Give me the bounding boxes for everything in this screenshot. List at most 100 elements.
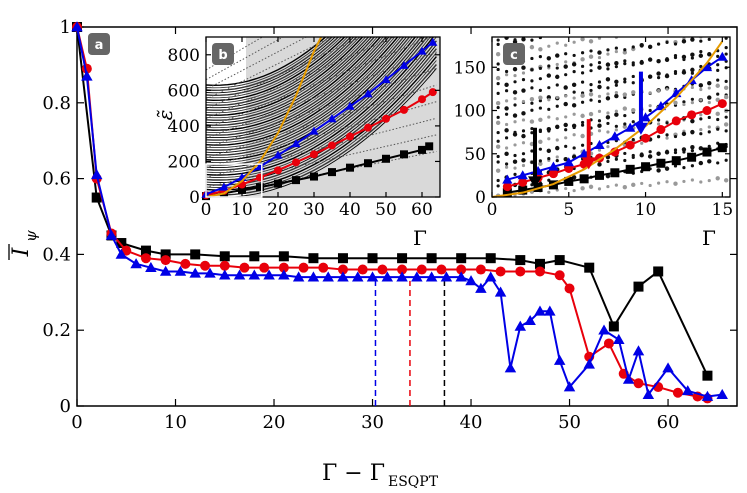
energy-level-dot <box>673 181 678 186</box>
energy-level-dot <box>496 91 500 95</box>
data-point-blue <box>655 101 667 111</box>
energy-level-dot <box>496 105 500 110</box>
energy-level-dot <box>614 157 618 161</box>
data-point-black <box>594 170 604 180</box>
energy-level-dot <box>530 160 534 164</box>
energy-level-dot <box>623 77 627 81</box>
energy-level-curve <box>206 68 437 197</box>
data-point-red <box>328 141 336 150</box>
data-point-red <box>346 132 354 141</box>
energy-level-dot <box>521 152 526 156</box>
energy-level-dot <box>724 158 728 162</box>
energy-level-dot <box>723 85 729 90</box>
energy-level-dot <box>572 188 576 193</box>
energy-level-dot <box>657 122 661 126</box>
energy-level-dot <box>496 62 500 66</box>
energy-level-dot <box>647 154 653 159</box>
energy-level-dot <box>715 176 720 181</box>
energy-level-dot <box>690 52 695 57</box>
data-point-blue <box>381 75 391 84</box>
data-point-blue <box>484 271 497 282</box>
energy-level-dot <box>648 108 652 113</box>
energy-level-dot <box>547 137 551 141</box>
energy-level-dot <box>572 112 576 116</box>
energy-level-dot <box>564 186 568 191</box>
energy-level-dot <box>690 85 694 90</box>
energy-level-dot <box>538 88 542 92</box>
data-point-blue <box>544 305 556 316</box>
energy-level-dot <box>504 146 509 150</box>
data-point-black <box>367 253 378 264</box>
x-tick-label: 10 <box>635 200 657 220</box>
energy-level-dot <box>631 107 636 113</box>
energy-level-curve <box>206 37 358 111</box>
energy-level-curve <box>206 37 346 102</box>
energy-level-dot <box>606 111 610 115</box>
data-point-black <box>653 266 664 277</box>
data-point-black <box>554 255 565 266</box>
energy-level-dot <box>504 82 509 88</box>
data-point-red <box>364 123 372 132</box>
data-point-blue <box>396 271 408 282</box>
energy-level-dot <box>564 52 568 56</box>
energy-level-dot <box>597 119 602 123</box>
energy-level-dot <box>504 89 509 93</box>
data-point-red <box>687 110 697 120</box>
data-point-red <box>397 264 408 275</box>
energy-level-dot <box>530 131 534 135</box>
energy-level-dot <box>513 73 517 78</box>
x-tick-label: 0 <box>487 200 498 220</box>
energy-level-dot <box>597 187 602 191</box>
energy-level-curve <box>206 37 340 97</box>
energy-level-dot <box>707 100 711 105</box>
energy-level-dot <box>682 57 686 62</box>
energy-level-dot <box>564 136 568 140</box>
energy-level-dot <box>563 85 568 90</box>
energy-level-dot <box>513 120 517 124</box>
data-point-black <box>633 281 644 292</box>
energy-level-dot <box>572 40 576 44</box>
data-point-blue <box>475 282 487 293</box>
inset-c-arrows <box>527 71 648 189</box>
main-x-axis-label: Γ − Γ <box>322 461 385 486</box>
data-point-blue <box>662 362 674 373</box>
energy-level-dot <box>640 59 644 64</box>
energy-level-dot <box>690 164 694 168</box>
energy-level-dot <box>723 178 729 183</box>
data-point-blue <box>563 157 574 167</box>
energy-level-dot <box>504 99 509 103</box>
energy-level-dot <box>614 83 618 87</box>
main-y-axis-label: I <box>9 246 34 257</box>
energy-level-curve <box>206 37 402 149</box>
y-tick-label: 0 <box>475 188 486 208</box>
energy-level-curve <box>206 37 390 139</box>
data-point-blue <box>534 305 546 316</box>
energy-level-dot <box>707 130 711 134</box>
energy-level-dot <box>622 184 628 190</box>
energy-level-dot <box>640 152 644 156</box>
data-point-blue <box>548 161 559 171</box>
energy-level-band <box>206 68 437 149</box>
energy-level-dot <box>724 37 728 40</box>
energy-level-dot <box>530 86 534 90</box>
energy-level-curve <box>206 37 376 126</box>
energy-level-dot <box>597 80 602 84</box>
energy-level-dot <box>631 45 635 49</box>
data-point-black <box>328 168 336 177</box>
energy-level-dot <box>513 96 517 101</box>
energy-level-dot <box>690 118 695 124</box>
energy-level-dot <box>555 83 559 87</box>
energy-level-dot <box>495 144 501 149</box>
energy-level-dot <box>665 87 669 91</box>
energy-level-dot <box>588 92 594 97</box>
energy-level-dot <box>521 65 526 70</box>
energy-level-dot <box>665 136 669 140</box>
energy-level-dot <box>715 83 720 88</box>
x-tick-label: 15 <box>712 200 734 220</box>
energy-level-dot <box>664 73 670 79</box>
data-point-black <box>717 143 727 153</box>
energy-level-dot <box>555 138 559 142</box>
data-point-blue <box>563 381 576 392</box>
energy-level-dot <box>564 128 568 132</box>
